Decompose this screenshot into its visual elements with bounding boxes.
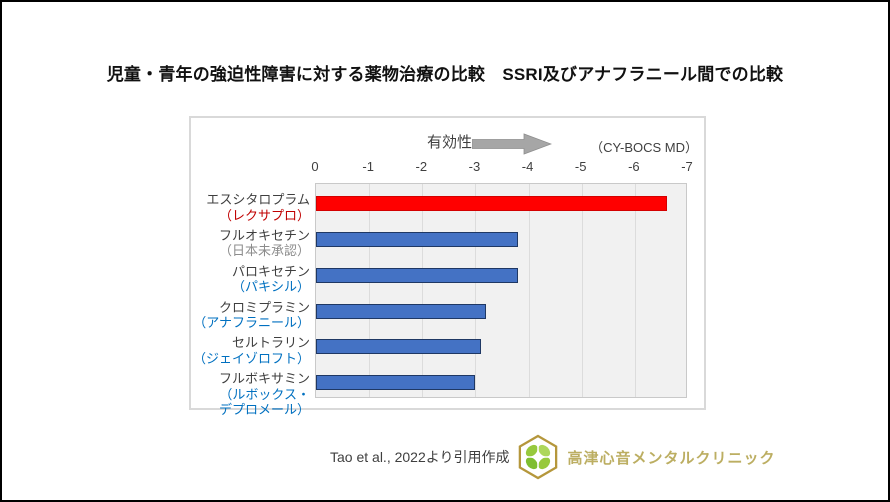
brand-name: （日本未承認） bbox=[218, 243, 310, 259]
chart-bar bbox=[316, 231, 518, 247]
chart-bar bbox=[316, 303, 487, 319]
right-arrow-icon bbox=[471, 133, 553, 155]
axis-unit-label: （CY-BOCS MD） bbox=[590, 140, 698, 155]
x-tick-label: -3 bbox=[468, 159, 481, 174]
category-label: フルボキサミン （ルボックス・ デプロメール） bbox=[191, 371, 310, 418]
page-title: 児童・青年の強迫性障害に対する薬物治療の比較 SSRI及びアナフラニール間での比… bbox=[106, 65, 784, 84]
gridline bbox=[634, 184, 636, 397]
x-tick-label: -4 bbox=[521, 159, 534, 174]
gridline bbox=[475, 184, 477, 397]
drug-name: クロミプラミン bbox=[218, 299, 310, 315]
gridline bbox=[528, 184, 530, 397]
drug-name: パロキセチン bbox=[231, 263, 310, 279]
drug-name: セルトラリン bbox=[231, 335, 310, 351]
brand-name: （アナフラニール） bbox=[193, 315, 310, 330]
plot-area bbox=[315, 183, 687, 398]
gridline bbox=[369, 184, 371, 397]
footer: Tao et al., 2022より引用作成 高津心音メンタルクリニック bbox=[330, 434, 775, 480]
x-tick-label: -2 bbox=[415, 159, 428, 174]
clinic-logo-icon bbox=[517, 434, 559, 480]
drug-name: フルボキサミン bbox=[218, 371, 310, 387]
category-label: クロミプラミン （アナフラニール） bbox=[191, 300, 310, 331]
drug-name: フルオキセチン bbox=[218, 227, 310, 243]
gridline bbox=[581, 184, 583, 397]
x-tick-label: -6 bbox=[628, 159, 640, 174]
category-label: フルオキセチン （日本未承認） bbox=[191, 228, 310, 259]
category-label: エスシタロプラム （レクサプロ） bbox=[191, 192, 310, 223]
category-label: セルトラリン （ジェイゾロフト） bbox=[191, 335, 310, 366]
chart-bar bbox=[316, 375, 476, 391]
x-tick-label: -1 bbox=[362, 159, 374, 174]
source-citation: Tao et al., 2022より引用作成 bbox=[330, 449, 510, 465]
brand-name: （レクサプロ） bbox=[218, 207, 310, 223]
x-tick-label: 0 bbox=[311, 159, 319, 174]
chart-bar bbox=[316, 267, 518, 283]
chart-panel: 有効性 （CY-BOCS MD） 0 -1 -2 -3 -4 -5 -6 -7 エスシタロプラ… bbox=[189, 116, 706, 417]
clinic-name: 高津心音メンタルクリニック bbox=[567, 449, 776, 467]
brand-name: （ジェイゾロフト） bbox=[192, 350, 310, 366]
effectiveness-label: 有効性 bbox=[427, 134, 473, 151]
category-label: パロキセチン （パキシル） bbox=[191, 264, 310, 295]
x-tick-label: -5 bbox=[574, 159, 587, 174]
brand-name: （パキシル） bbox=[231, 279, 310, 295]
brand-name: （ルボックス・ デプロメール） bbox=[218, 386, 310, 418]
drug-name: エスシタロプラム bbox=[206, 192, 310, 207]
gridline bbox=[422, 184, 424, 397]
chart-bar bbox=[316, 339, 481, 355]
chart-bar bbox=[316, 196, 667, 211]
x-tick-label: -7 bbox=[681, 159, 693, 174]
